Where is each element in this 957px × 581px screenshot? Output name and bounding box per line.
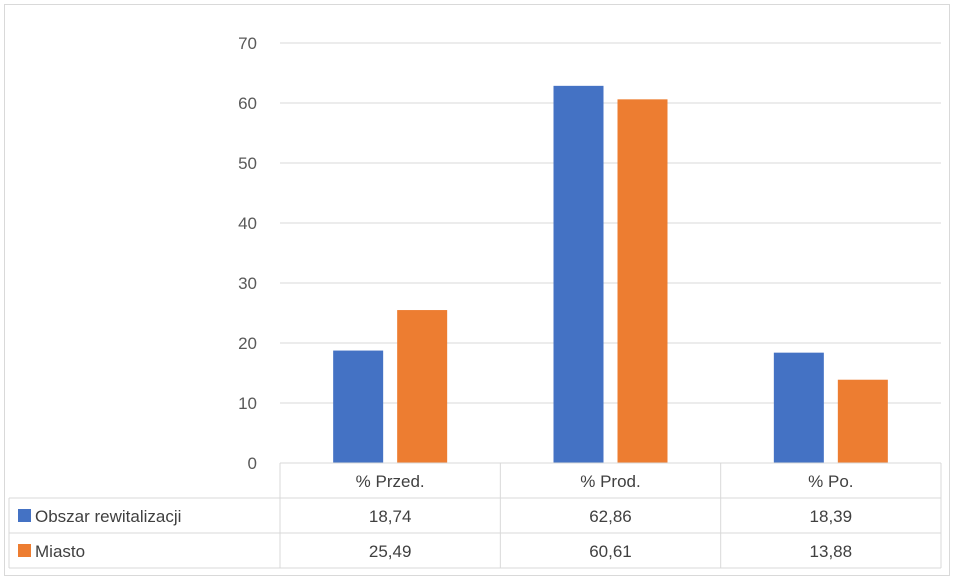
- y-axis-ticks: 0 10 20 30 40 50 60 70: [238, 34, 257, 473]
- y-tick-label: 50: [238, 154, 257, 173]
- bar-obszar-rewitalizacji-przed: [333, 350, 384, 463]
- y-tick-label: 60: [238, 94, 257, 113]
- data-label-miasto: 13,88: [810, 542, 853, 561]
- data-label-obszar-rewitalizacji: 18,39: [810, 507, 853, 526]
- legend-label-obszar-rewitalizacji: Obszar rewitalizacji: [35, 507, 181, 526]
- bar-miasto-prod: [617, 99, 668, 463]
- legend-key-miasto: [18, 544, 31, 557]
- bars: [333, 85, 888, 463]
- data-label-miasto: 60,61: [589, 542, 632, 561]
- bar-miasto-przed: [397, 310, 448, 463]
- y-tick-label: 70: [238, 34, 257, 53]
- bar-obszar-rewitalizacji-po: [773, 352, 824, 463]
- y-tick-label: 10: [238, 394, 257, 413]
- gridlines: [280, 42, 941, 404]
- data-label-obszar-rewitalizacji: 62,86: [589, 507, 632, 526]
- y-tick-label: 30: [238, 274, 257, 293]
- y-tick-label: 20: [238, 334, 257, 353]
- x-category-label: % Prod.: [580, 472, 640, 491]
- bar-obszar-rewitalizacji-prod: [553, 85, 604, 463]
- chart-frame: 0 10 20 30 40 50 60 70 % Przed. % Prod. % Po. Obsz…: [4, 4, 950, 576]
- x-category-label: % Przed.: [356, 472, 425, 491]
- legend-label-miasto: Miasto: [35, 542, 85, 561]
- data-label-obszar-rewitalizacji: 18,74: [369, 507, 412, 526]
- bar-miasto-po: [837, 379, 888, 463]
- data-label-miasto: 25,49: [369, 542, 412, 561]
- legend-key-obszar-rewitalizacji: [18, 509, 31, 522]
- bar-chart: 0 10 20 30 40 50 60 70 % Przed. % Prod. % Po. Obsz…: [8, 34, 942, 569]
- y-tick-label: 0: [248, 454, 257, 473]
- y-tick-label: 40: [238, 214, 257, 233]
- data-table: % Przed. % Prod. % Po. Obszar rewitalizacji…: [8, 462, 942, 569]
- x-category-label: % Po.: [808, 472, 853, 491]
